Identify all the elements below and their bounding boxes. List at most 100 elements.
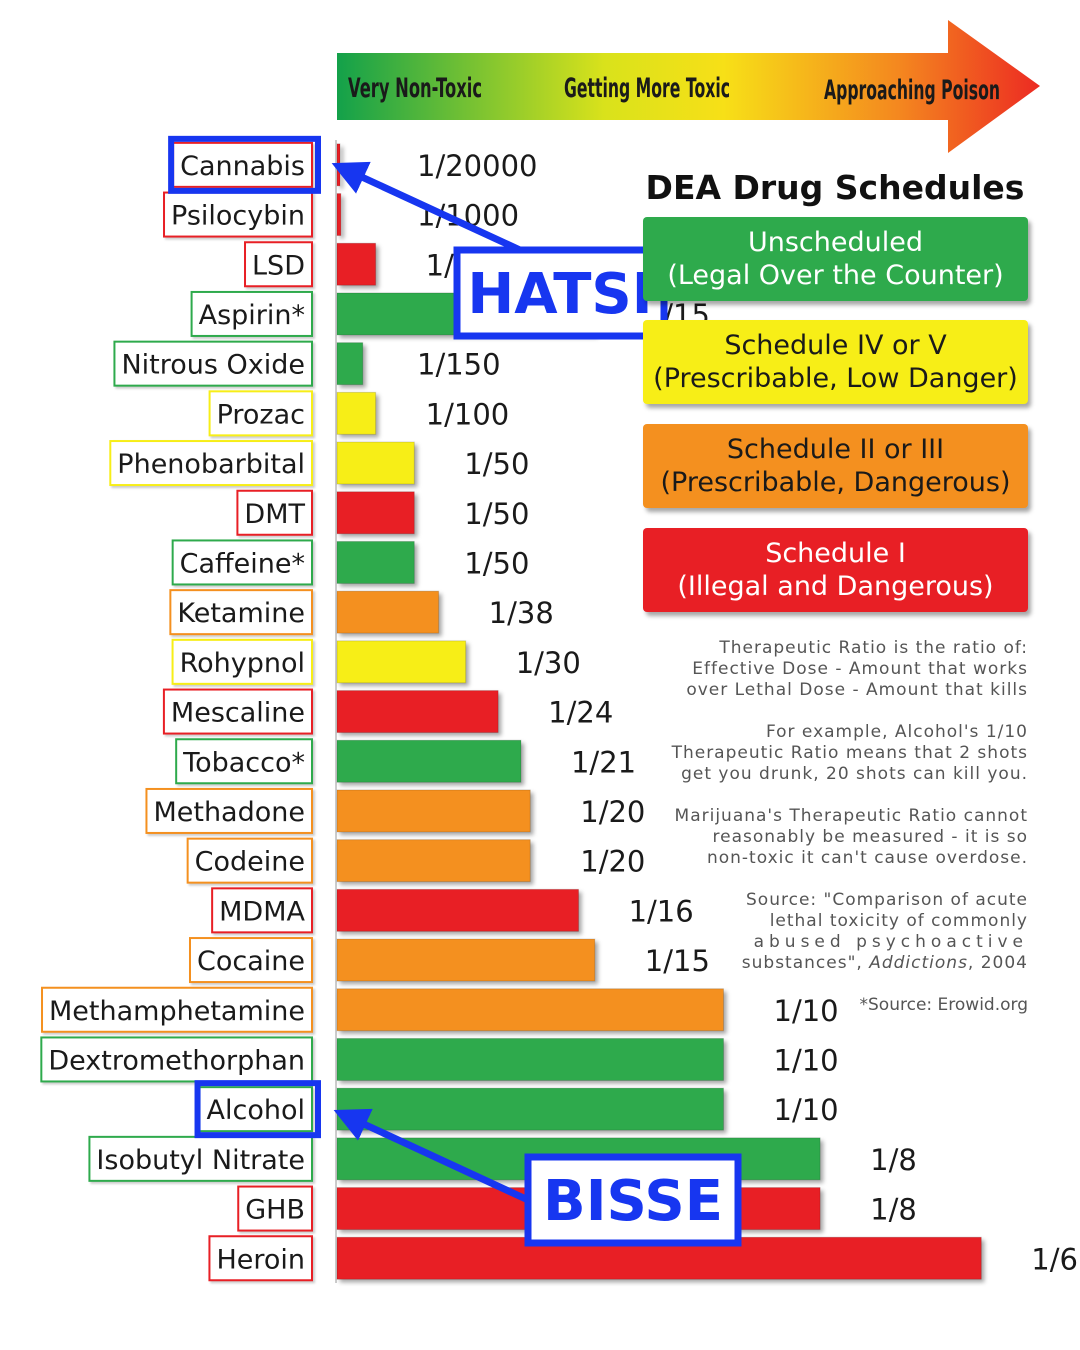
note-source-journal: Addictions (869, 953, 968, 973)
category-label-codeine: Codeine (195, 847, 305, 878)
bar-dmt (336, 491, 415, 535)
scale-label-left: Very Non-Toxic (348, 73, 482, 104)
note-alcohol-example: For example, Alcohol's 1/10 Therapeutic … (672, 722, 1028, 785)
bar-methadone (336, 789, 531, 833)
bar-phenobarbital (336, 441, 415, 485)
category-box-dmt (236, 489, 313, 536)
legend-unscheduled: Unscheduled (Legal Over the Counter) (643, 217, 1028, 301)
category-box-prozac (208, 390, 313, 437)
ratio-label-cocaine: 1/15 (645, 944, 710, 978)
legend-schedule-ii-iii: Schedule II or III (Prescribable, Danger… (643, 424, 1028, 508)
bar-dextromethorphan (336, 1037, 724, 1081)
category-box-lsd (244, 241, 313, 288)
ratio-label-nitrous-oxide: 1/150 (417, 348, 501, 382)
note-example-line-3: get you drunk, 20 shots can kill you. (681, 764, 1028, 784)
category-label-cannabis: Cannabis (180, 151, 305, 182)
alcohol-highlight-box (194, 1080, 321, 1139)
note-erowid-text: *Source: Erowid.org (859, 995, 1028, 1015)
bar-lsd (336, 242, 377, 286)
note-ratio-line-1: Therapeutic Ratio is the ratio of: (719, 638, 1028, 658)
category-box-ketamine (169, 589, 313, 636)
legend-schedule-i-desc: (Illegal and Dangerous) (677, 571, 994, 602)
ratio-label-ketamine: 1/38 (489, 596, 554, 630)
scale-label-middle: Getting More Toxic (564, 73, 730, 104)
category-box-ghb (237, 1185, 313, 1232)
ratio-label-prozac: 1/100 (426, 397, 510, 431)
category-label-psilocybin: Psilocybin (171, 201, 305, 232)
note-marijuana-line-1: Marijuana's Therapeutic Ratio cannot (674, 806, 1028, 826)
category-box-methadone (145, 787, 313, 834)
note-source-line-4: substances", Addictions, 2004 (742, 953, 1028, 974)
bar-mdma (336, 888, 580, 932)
legend-schedule-ii-iii-desc: (Prescribable, Dangerous) (660, 467, 1011, 498)
bar-codeine (336, 839, 531, 883)
category-box-mescaline (162, 688, 313, 735)
category-box-caffeine (171, 539, 313, 586)
legend-schedule-iv-v-desc: (Prescribable, Low Danger) (653, 363, 1018, 394)
bar-cocaine (336, 938, 596, 982)
category-label-tobacco: Tobacco* (182, 747, 305, 778)
category-label-heroin: Heroin (216, 1244, 305, 1275)
bar-mescaline (336, 690, 499, 734)
ratio-label-codeine: 1/20 (580, 845, 645, 879)
note-ratio-definition: Therapeutic Ratio is the ratio of: Effec… (686, 638, 1028, 701)
category-label-rohypnol: Rohypnol (180, 648, 305, 679)
ratio-label-mescaline: 1/24 (548, 696, 613, 730)
category-box-phenobarbital (109, 440, 313, 487)
scale-arrow-shape (337, 20, 1040, 153)
category-label-nitrous-oxide: Nitrous Oxide (121, 350, 305, 381)
category-label-ketamine: Ketamine (177, 598, 305, 629)
note-source-line-1: Source: "Comparison of acute (746, 890, 1028, 910)
note-example-line-2: Therapeutic Ratio means that 2 shots (671, 743, 1028, 763)
category-label-mescaline: Mescaline (171, 698, 305, 729)
bisse-label-box (524, 1153, 742, 1247)
ratio-label-dextromethorphan: 1/10 (774, 1043, 839, 1077)
category-label-caffeine: Caffeine* (180, 548, 305, 579)
note-source-line-2: lethal toxicity of commonly (769, 911, 1028, 931)
category-label-dextromethorphan: Dextromethorphan (48, 1045, 305, 1076)
ratio-label-methamphetamine: 1/10 (774, 994, 839, 1028)
category-box-dextromethorphan (40, 1036, 313, 1083)
ratio-label-heroin: 1/6 (1031, 1242, 1078, 1276)
note-source-line-3: abused psychoactive (753, 932, 1028, 952)
note-marijuana: Marijuana's Therapeutic Ratio cannot rea… (675, 806, 1028, 869)
legend-unscheduled-desc: (Legal Over the Counter) (667, 260, 1004, 291)
bar-ketamine (336, 590, 440, 634)
bar-nitrous-oxide (336, 342, 364, 386)
ratio-label-rohypnol: 1/30 (516, 646, 581, 680)
legend-schedule-i-title: Schedule I (765, 538, 906, 569)
note-erowid: *Source: Erowid.org (860, 995, 1028, 1016)
bisse-arrow (333, 1108, 530, 1204)
ratio-label-ghb: 1/8 (870, 1193, 917, 1227)
ratio-label-isobutyl-nitrate: 1/8 (870, 1143, 917, 1177)
category-label-mdma: MDMA (219, 896, 305, 927)
category-label-cocaine: Cocaine (197, 946, 305, 977)
note-source-line-4-post: , 2004 (967, 953, 1028, 973)
category-box-isobutyl-nitrate (88, 1135, 313, 1182)
note-ratio-line-2: Effective Dose - Amount that works (692, 659, 1028, 679)
category-box-mdma (211, 887, 313, 934)
ratio-label-phenobarbital: 1/50 (464, 447, 529, 481)
ratio-label-methadone: 1/20 (580, 795, 645, 829)
category-box-psilocybin (163, 191, 313, 238)
chart-title: DEA Drug Schedules (646, 168, 1025, 207)
bar-alcohol (336, 1087, 724, 1131)
legend-unscheduled-title: Unscheduled (747, 227, 923, 258)
category-box-heroin (208, 1235, 313, 1282)
scale-label-right: Approaching Poison (824, 75, 1000, 106)
bar-methamphetamine (336, 988, 724, 1032)
ratio-label-alcohol: 1/10 (774, 1093, 839, 1127)
category-box-codeine (186, 837, 313, 884)
bar-tobacco (336, 739, 522, 783)
category-label-methamphetamine: Methamphetamine (49, 996, 305, 1027)
category-box-alcohol (198, 1086, 313, 1133)
legend-schedule-ii-iii-title: Schedule II or III (726, 434, 945, 465)
bar-psilocybin (336, 193, 342, 237)
ratio-label-cannabis: 1/20000 (417, 149, 537, 183)
ratio-label-tobacco: 1/21 (571, 745, 636, 779)
category-box-cocaine (189, 937, 313, 984)
category-label-phenobarbital: Phenobarbital (117, 449, 305, 480)
category-label-ghb: GHB (245, 1195, 305, 1226)
